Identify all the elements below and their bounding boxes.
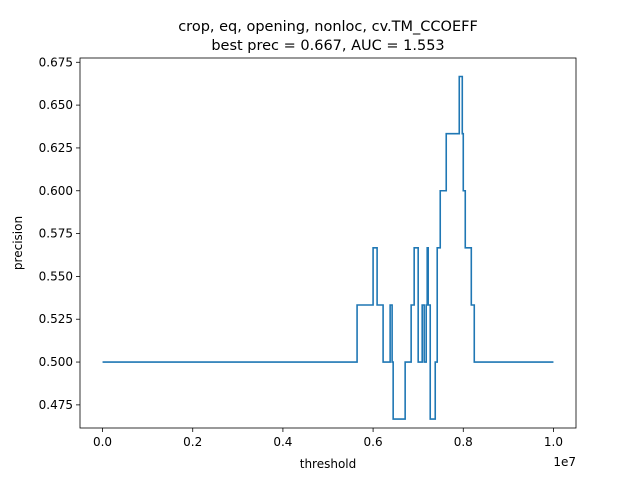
- x-tick-label: 0.0: [93, 435, 112, 449]
- y-tick-label: 0.600: [39, 184, 73, 198]
- x-tick-label: 0.4: [273, 435, 292, 449]
- x-tick-label: 0.8: [454, 435, 473, 449]
- y-tick-label: 0.675: [39, 55, 73, 69]
- chart-title-line1: crop, eq, opening, nonloc, cv.TM_CCOEFF: [178, 19, 478, 35]
- chart-title-line2: best prec = 0.667, AUC = 1.553: [211, 38, 444, 54]
- y-tick-label: 0.475: [39, 398, 73, 412]
- y-tick-label: 0.525: [39, 312, 73, 326]
- x-tick-label: 0.6: [364, 435, 383, 449]
- y-tick-label: 0.650: [39, 98, 73, 112]
- y-tick-label: 0.500: [39, 355, 73, 369]
- y-axis-label: precision: [11, 216, 25, 270]
- y-tick-label: 0.550: [39, 269, 73, 283]
- x-tick-label: 1.0: [544, 435, 563, 449]
- x-axis-offset-label: 1e7: [553, 455, 576, 469]
- axis-ticks: 0.0 0.2 0.4 0.6 0.8 1.0 0.475 0.500 0.525 0.550 0.…: [39, 55, 563, 449]
- y-tick-label: 0.575: [39, 227, 73, 241]
- y-tick-label: 0.625: [39, 141, 73, 155]
- plot-frame: [79, 57, 577, 429]
- x-tick-label: 0.2: [183, 435, 202, 449]
- x-axis-label: threshold: [300, 457, 357, 471]
- precision-series-line: [102, 75, 554, 420]
